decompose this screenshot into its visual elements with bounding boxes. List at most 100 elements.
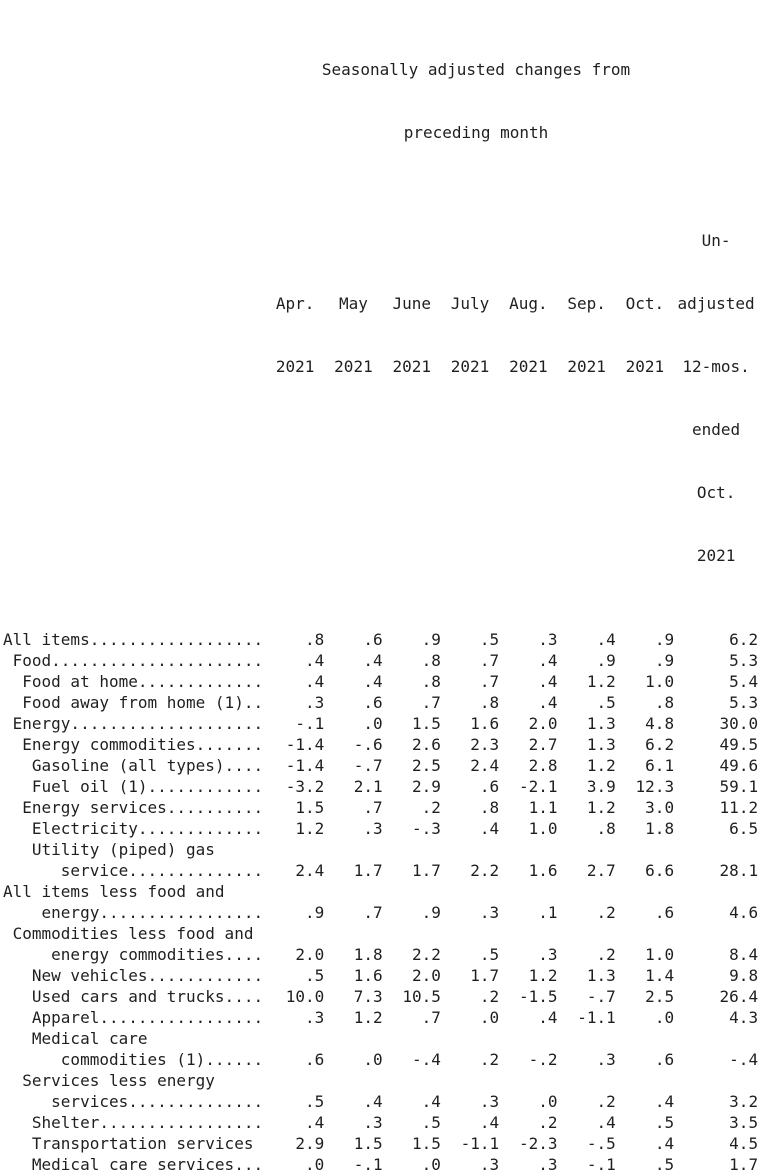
cell-value-july (441, 923, 499, 944)
table-row: Medical care services... .0 -.1 .0 .3 .3… (0, 1154, 763, 1175)
column-header-june-2021: June 2021 (383, 188, 441, 608)
cell-value-aug (499, 1070, 557, 1091)
table-title: Seasonally adjusted changes from precedi… (189, 17, 763, 185)
month-name: Sep. (567, 294, 606, 313)
cell-value-apr: .4 (305, 672, 325, 691)
cell-value-july: 2.4 (470, 756, 500, 775)
month-year: 2021 (334, 357, 373, 376)
cell-value-oct: 1.4 (645, 966, 675, 985)
cell-value-june (383, 1070, 441, 1091)
cell-value-oct: 12.3 (635, 777, 675, 796)
row-label: Shelter................. (3, 1113, 264, 1132)
table-row: Electricity............. 1.2 .3 -.3 .4 1… (0, 818, 763, 839)
cell-value-sep (557, 839, 615, 860)
row-label: Medical care (3, 1029, 148, 1048)
cell-value-july: .8 (479, 798, 500, 817)
unadjusted-line: 2021 (696, 546, 736, 565)
table-row: Energy.................... -.1 .0 1.5 1.… (0, 713, 763, 734)
column-header-july-2021: July 2021 (441, 188, 499, 608)
month-year: 2021 (450, 357, 490, 376)
cell-value-may: .3 (363, 1113, 383, 1132)
month-name: June (392, 294, 431, 313)
table-row: Energy services.......... 1.5 .7 .2 .8 1… (0, 797, 763, 818)
cell-value-july: .4 (479, 1113, 500, 1132)
cell-value-may: 1.6 (353, 966, 383, 985)
cell-value-12mos: 9.8 (729, 966, 759, 985)
cell-value-sep: -1.1 (577, 1008, 616, 1027)
cell-value-apr (266, 839, 324, 860)
cell-value-sep: .4 (596, 1113, 616, 1132)
cell-value-oct (616, 1028, 674, 1049)
row-label: Fuel oil (1)............ (3, 777, 264, 796)
row-label: All items.................. (3, 630, 264, 649)
cell-value-aug: 1.1 (528, 798, 558, 817)
cell-value-oct: .4 (654, 1092, 675, 1111)
cell-value-aug: .4 (538, 651, 558, 670)
unadjusted-line: ended (691, 420, 741, 439)
cell-value-oct (616, 839, 674, 860)
table-row: Utility (piped) gas (0, 839, 763, 860)
table-row: Shelter................. .4 .3 .5 .4 .2 … (0, 1112, 763, 1133)
row-label: Apparel................. (3, 1008, 264, 1027)
cell-value-june: 10.5 (402, 987, 441, 1006)
unadjusted-line: 12-mos. (682, 357, 750, 376)
cell-value-may: 1.2 (353, 1008, 383, 1027)
cell-value-june (383, 923, 441, 944)
cell-value-apr: -1.4 (285, 735, 325, 754)
cell-value-may (324, 839, 382, 860)
cell-value-july: 1.6 (470, 714, 500, 733)
cell-value-12mos (674, 1028, 758, 1049)
cell-value-june: .9 (421, 630, 441, 649)
cell-value-june: 1.7 (411, 861, 441, 880)
table-row: Food away from home (1).. .3 .6 .7 .8 .4… (0, 692, 763, 713)
cell-value-aug: .4 (538, 693, 558, 712)
cell-value-aug: .2 (538, 1113, 558, 1132)
cell-value-july: .2 (479, 1050, 500, 1069)
column-header-oct-2021: Oct. 2021 (616, 188, 674, 608)
cell-value-oct: .6 (654, 903, 675, 922)
cell-value-sep: .8 (596, 819, 616, 838)
cell-value-june: 1.5 (411, 1134, 441, 1153)
cell-value-oct (616, 923, 674, 944)
cell-value-aug: .3 (538, 1155, 558, 1174)
cell-value-oct: .4 (654, 1134, 675, 1153)
cell-value-may: .4 (363, 1092, 383, 1111)
cell-value-aug: -2.1 (518, 777, 558, 796)
cell-value-apr: .4 (305, 651, 325, 670)
cell-value-july: .0 (479, 1008, 500, 1027)
cell-value-sep: 1.2 (586, 798, 616, 817)
header-body-gap (0, 608, 763, 629)
cell-value-july: .4 (479, 819, 500, 838)
cell-value-sep (557, 923, 615, 944)
cell-value-sep: 1.2 (586, 756, 616, 775)
cell-value-apr (266, 1028, 324, 1049)
row-label: Energy commodities....... (3, 735, 264, 754)
cell-value-apr: .0 (305, 1155, 325, 1174)
cell-value-july: 1.7 (470, 966, 500, 985)
cell-value-aug: -2.3 (518, 1134, 558, 1153)
unadjusted-line: Oct. (696, 483, 736, 502)
cell-value-july (441, 881, 499, 902)
cell-value-may: .6 (363, 693, 383, 712)
cell-value-oct: 3.0 (645, 798, 675, 817)
cell-value-apr: .3 (305, 693, 325, 712)
cell-value-12mos: 5.3 (729, 693, 759, 712)
cell-value-june: -.4 (411, 1050, 441, 1069)
table-row: Food at home............. .4 .4 .8 .7 .4… (0, 671, 763, 692)
cell-value-oct: 2.5 (645, 987, 675, 1006)
cell-value-apr: 1.5 (295, 798, 325, 817)
row-label: Gasoline (all types).... (3, 756, 264, 775)
cell-value-sep: .3 (596, 1050, 616, 1069)
title-line-1: Seasonally adjusted changes from (321, 60, 631, 79)
cell-value-aug: -1.5 (518, 987, 558, 1006)
cell-value-july: .3 (479, 1155, 500, 1174)
cell-value-apr: .9 (305, 903, 325, 922)
cell-value-july (441, 839, 499, 860)
cell-value-12mos: 4.5 (729, 1134, 759, 1153)
cell-value-apr: .3 (305, 1008, 325, 1027)
cell-value-sep (557, 881, 615, 902)
cell-value-sep: -.5 (586, 1134, 616, 1153)
cell-value-june: .5 (421, 1113, 441, 1132)
cell-value-july: .2 (479, 987, 500, 1006)
row-label: Medical care services... (3, 1155, 264, 1174)
